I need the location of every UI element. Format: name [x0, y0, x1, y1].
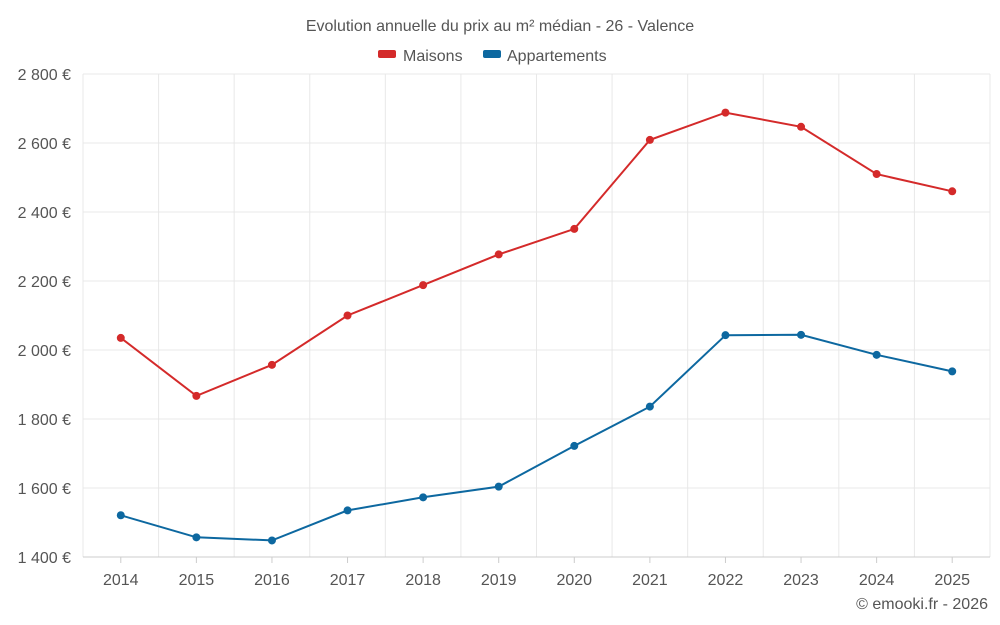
legend: Maisons Appartements: [378, 48, 607, 65]
x-axis: 2014 2015 2016 2017 2018 2019 2020 2021 2022 2023…: [83, 556, 990, 589]
data-point-appartements-2024[interactable]: [872, 350, 881, 359]
data-point-maisons-2018[interactable]: [419, 281, 428, 290]
data-point-maisons-2015[interactable]: [192, 391, 201, 400]
data-point-appartements-2016[interactable]: [267, 536, 276, 545]
y-tick-label: 1 400 €: [18, 550, 71, 567]
data-point-maisons-2019[interactable]: [494, 250, 503, 259]
x-tick-label: 2015: [179, 572, 215, 589]
data-point-appartements-2022[interactable]: [721, 331, 730, 340]
data-point-maisons-2016[interactable]: [267, 360, 276, 369]
y-tick-label: 2 400 €: [18, 205, 71, 222]
y-tick-label: 2 600 €: [18, 136, 71, 153]
y-tick-label: 2 800 €: [18, 67, 71, 84]
data-point-maisons-2021[interactable]: [645, 135, 654, 144]
series-line-appartements: [120, 333, 953, 542]
gridlines: [82, 73, 991, 558]
data-point-appartements-2021[interactable]: [645, 402, 654, 411]
series-line-maisons: [120, 111, 953, 398]
x-tick-label: 2025: [934, 572, 970, 589]
data-point-appartements-2015[interactable]: [192, 533, 201, 542]
x-tick-label: 2016: [254, 572, 290, 589]
legend-label-maisons[interactable]: Maisons: [403, 48, 463, 65]
data-point-maisons-2020[interactable]: [570, 224, 579, 233]
y-tick-label: 2 200 €: [18, 274, 71, 291]
x-tick-label: 2022: [708, 572, 744, 589]
y-axis: 1 400 € 1 600 € 1 800 € 2 000 € 2 200 € 2 400…: [18, 67, 71, 567]
data-point-maisons-2025[interactable]: [948, 187, 957, 196]
x-tick-label: 2018: [405, 572, 441, 589]
x-tick-label: 2017: [330, 572, 366, 589]
data-point-appartements-2025[interactable]: [948, 367, 957, 376]
data-point-maisons-2017[interactable]: [343, 311, 352, 320]
y-tick-label: 1 800 €: [18, 412, 71, 429]
data-point-appartements-2020[interactable]: [570, 441, 579, 450]
x-tick-label: 2014: [103, 572, 139, 589]
data-point-maisons-2023[interactable]: [797, 122, 806, 131]
x-tick-label: 2021: [632, 572, 668, 589]
chart-title: Evolution annuelle du prix au m² médian …: [306, 18, 694, 35]
legend-label-appartements[interactable]: Appartements: [507, 48, 607, 65]
data-point-appartements-2014[interactable]: [116, 511, 125, 520]
data-point-maisons-2022[interactable]: [721, 108, 730, 117]
y-tick-label: 1 600 €: [18, 481, 71, 498]
data-point-appartements-2019[interactable]: [494, 482, 503, 491]
data-point-maisons-2024[interactable]: [872, 170, 881, 179]
data-point-appartements-2023[interactable]: [797, 330, 806, 339]
x-tick-label: 2024: [859, 572, 895, 589]
x-tick-label: 2020: [556, 572, 592, 589]
x-tick-label: 2019: [481, 572, 517, 589]
legend-swatch-maisons: [378, 50, 396, 58]
x-tick-label: 2023: [783, 572, 819, 589]
y-tick-label: 2 000 €: [18, 343, 71, 360]
legend-swatch-appartements: [483, 50, 501, 58]
data-point-appartements-2017[interactable]: [343, 506, 352, 515]
data-point-maisons-2014[interactable]: [116, 333, 125, 342]
credit-text: © emooki.fr - 2026: [856, 596, 988, 613]
series-group: [116, 108, 957, 545]
data-point-appartements-2018[interactable]: [419, 493, 428, 502]
